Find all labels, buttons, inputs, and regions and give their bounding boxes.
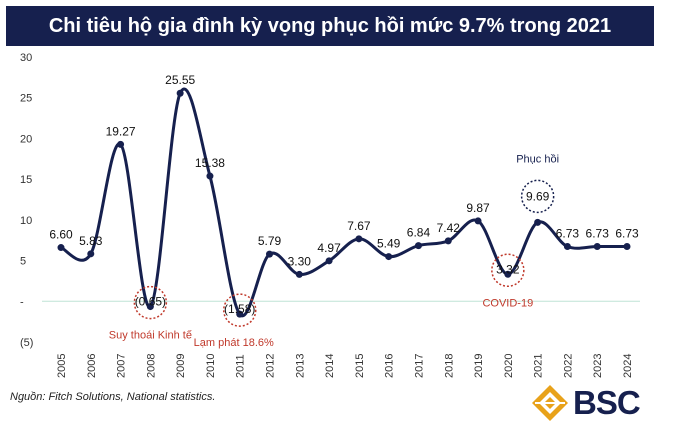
- y-tick-label: 25: [20, 93, 32, 105]
- y-tick-label: 30: [20, 52, 32, 64]
- data-label: (0.65): [135, 295, 166, 309]
- data-point: [623, 242, 631, 250]
- data-point: [593, 242, 601, 250]
- y-tick-label: (5): [20, 337, 33, 349]
- x-tick-label: 2013: [294, 354, 306, 378]
- data-label: 9.87: [466, 201, 490, 215]
- data-point: [146, 303, 154, 311]
- y-tick-label: 20: [20, 133, 32, 145]
- annotation-text: COVID-19: [482, 297, 533, 309]
- x-tick-label: 2022: [562, 354, 574, 378]
- data-label: 5.83: [79, 234, 103, 248]
- x-tick-label: 2008: [145, 354, 157, 378]
- data-label: 6.73: [556, 226, 580, 240]
- x-tick-label: 2021: [533, 354, 545, 378]
- annotation-text: Phục hồi: [516, 153, 559, 165]
- data-point: [325, 257, 333, 265]
- x-tick-label: 2012: [265, 354, 277, 378]
- x-tick-label: 2014: [324, 354, 336, 378]
- data-point: [355, 235, 363, 243]
- data-label: 6.84: [407, 226, 431, 240]
- x-tick-label: 2019: [473, 354, 485, 378]
- data-label: 3.30: [288, 254, 312, 268]
- x-tick-label: 2005: [56, 354, 68, 378]
- data-point: [206, 172, 214, 180]
- x-tick-label: 2024: [622, 354, 634, 378]
- data-label: 19.27: [106, 124, 136, 138]
- x-tick-label: 2007: [116, 354, 128, 378]
- annotation-ring: [491, 253, 525, 288]
- x-tick-label: 2017: [413, 354, 425, 378]
- x-tick-label: 2006: [86, 354, 98, 378]
- x-tick-label: 2016: [384, 354, 396, 378]
- x-tick-label: 2010: [205, 354, 217, 378]
- y-tick-label: 10: [20, 215, 32, 227]
- data-label: 7.42: [437, 221, 461, 235]
- bsc-logo-text: BSC: [573, 384, 641, 421]
- data-point: [176, 89, 184, 97]
- data-point: [534, 218, 542, 226]
- data-label: 15.38: [195, 156, 225, 170]
- x-tick-label: 2020: [503, 354, 515, 378]
- data-label: 5.49: [377, 237, 401, 251]
- data-point: [295, 270, 303, 278]
- data-label: 6.73: [586, 226, 610, 240]
- annotation-text: Suy thoái Kinh tế: [109, 330, 192, 342]
- annotation-ring: [133, 285, 168, 320]
- data-label: 6.73: [615, 226, 639, 240]
- data-point: [563, 242, 571, 250]
- y-tick-label: -: [20, 296, 24, 308]
- data-point: [266, 250, 274, 258]
- data-label: 25.55: [165, 73, 195, 87]
- data-point: [414, 242, 422, 250]
- annotation-ring: [520, 179, 555, 214]
- data-label: (1.58): [224, 302, 255, 316]
- data-point: [385, 253, 393, 261]
- data-point: [504, 270, 512, 278]
- y-tick-label: 5: [20, 256, 26, 268]
- chart-title: Chi tiêu hộ gia đình kỳ vọng phục hồi mứ…: [48, 14, 612, 37]
- x-tick-label: 2018: [443, 354, 455, 378]
- x-tick-label: 2015: [354, 354, 366, 378]
- data-label: 4.97: [317, 241, 341, 255]
- data-point: [117, 140, 125, 148]
- x-tick-label: 2011: [235, 354, 247, 378]
- data-label: 5.79: [258, 234, 282, 248]
- annotation-ring: [222, 293, 257, 327]
- data-label: 3.32: [496, 262, 520, 276]
- data-point: [57, 244, 65, 252]
- data-label: 9.69: [526, 189, 550, 203]
- bsc-diamond-icon: [532, 385, 568, 421]
- data-point: [87, 250, 95, 258]
- data-point: [474, 217, 482, 225]
- annotation-text: Lạm phát 18.6%: [194, 337, 274, 349]
- y-tick-label: 15: [20, 174, 32, 186]
- data-label: 6.60: [49, 228, 73, 242]
- bsc-logo: BSC: [530, 383, 680, 425]
- series-line: [60, 87, 627, 318]
- x-tick-label: 2009: [175, 354, 187, 378]
- data-label: 7.67: [347, 219, 371, 233]
- x-tick-label: 2023: [592, 354, 604, 378]
- source-note: Nguồn: Fitch Solutions, National statist…: [10, 391, 216, 403]
- chart-title-bar: Chi tiêu hộ gia đình kỳ vọng phục hồi mứ…: [6, 6, 654, 46]
- data-point: [236, 310, 244, 318]
- data-point: [444, 237, 452, 245]
